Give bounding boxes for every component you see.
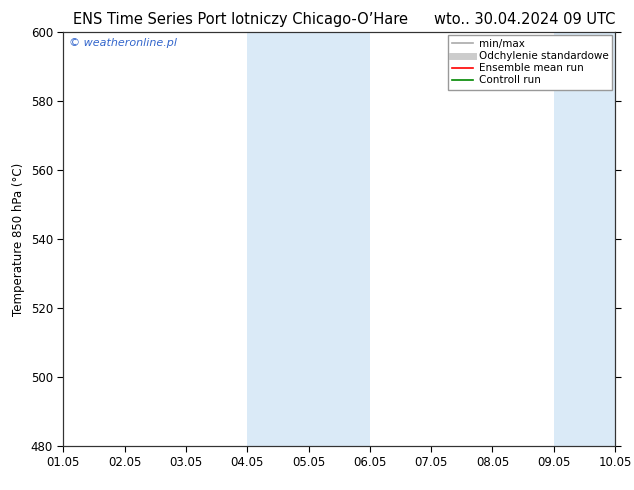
Y-axis label: Temperature 850 hPa (°C): Temperature 850 hPa (°C) xyxy=(12,162,25,316)
Text: © weatheronline.pl: © weatheronline.pl xyxy=(69,38,177,48)
Bar xyxy=(553,32,615,446)
Legend: min/max, Odchylenie standardowe, Ensemble mean run, Controll run: min/max, Odchylenie standardowe, Ensembl… xyxy=(448,35,612,90)
Text: wto.. 30.04.2024 09 UTC: wto.. 30.04.2024 09 UTC xyxy=(434,12,615,27)
Text: ENS Time Series Port lotniczy Chicago-O’Hare: ENS Time Series Port lotniczy Chicago-O’… xyxy=(74,12,408,27)
Bar xyxy=(247,32,370,446)
